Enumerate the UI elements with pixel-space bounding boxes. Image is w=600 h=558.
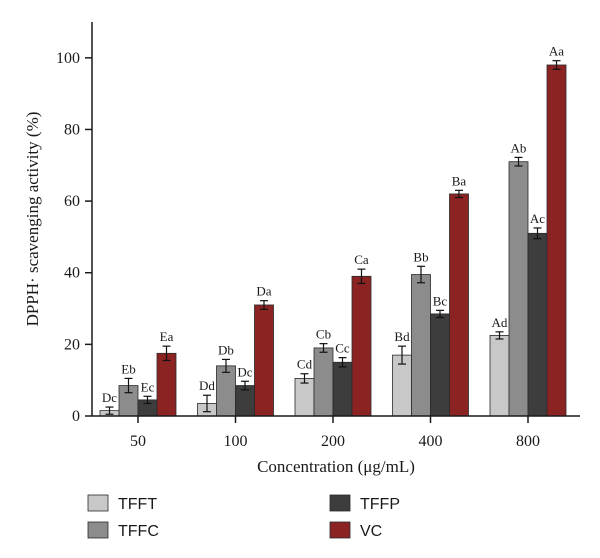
significance-label: Db xyxy=(218,342,234,357)
significance-label: Ec xyxy=(141,379,155,394)
y-axis-title: DPPH· scavenging activity (%) xyxy=(23,112,42,327)
bar-tfft-800 xyxy=(489,335,510,417)
legend-label-vc: VC xyxy=(360,523,382,540)
y-tick-label: 100 xyxy=(56,50,80,67)
significance-label: Eb xyxy=(121,361,135,376)
x-tick-label: 400 xyxy=(419,433,443,450)
y-tick-label: 0 xyxy=(72,408,80,425)
bars-layer xyxy=(99,64,567,417)
legend-swatch-tffc xyxy=(87,521,109,539)
significance-label: Ba xyxy=(452,173,467,188)
significance-label: Dc xyxy=(102,390,117,405)
significance-label: Bc xyxy=(433,293,448,308)
legend-label-tffp: TFFP xyxy=(360,496,400,513)
bar-tffc-100 xyxy=(216,365,236,417)
significance-label: Ca xyxy=(354,252,369,267)
x-ticks: 50 100 200 400 800 xyxy=(130,416,540,450)
bar-vc-800 xyxy=(546,64,567,417)
bar-vc-400 xyxy=(449,193,469,417)
x-tick-label: 200 xyxy=(321,433,345,450)
axes xyxy=(91,22,580,417)
x-axis-title: Concentration (μg/mL) xyxy=(257,457,415,476)
bar-tffp-800 xyxy=(527,232,548,417)
significance-label: Cd xyxy=(297,357,313,372)
bar-tffp-400 xyxy=(430,313,450,417)
x-tick-label: 100 xyxy=(224,433,248,450)
bar-tfft-200 xyxy=(294,377,315,417)
significance-label: Ea xyxy=(160,329,174,344)
bar-tffp-200 xyxy=(332,361,353,417)
bar-tffc-200 xyxy=(313,347,334,417)
significance-label: Aa xyxy=(549,44,564,59)
legend-swatch-vc xyxy=(329,521,351,539)
legend-label-tffc: TFFC xyxy=(118,523,159,540)
significance-label: Dc xyxy=(237,364,252,379)
significance-label: Ac xyxy=(530,211,545,226)
legend: TFFT TFFC TFFP VC xyxy=(87,494,400,540)
x-tick-label: 50 xyxy=(130,433,146,450)
significance-label: Ab xyxy=(511,140,527,155)
x-tick-label: 800 xyxy=(516,433,540,450)
bar-vc-200 xyxy=(351,275,372,417)
y-tick-label: 40 xyxy=(64,265,80,282)
significance-label: Dd xyxy=(199,378,215,393)
legend-swatch-tfft xyxy=(87,494,109,512)
significance-label: Da xyxy=(256,284,271,299)
bar-tffc-800 xyxy=(508,161,529,417)
significance-label: Cc xyxy=(335,341,350,356)
y-tick-label: 20 xyxy=(64,336,80,353)
y-tick-label: 60 xyxy=(64,193,80,210)
legend-label-tfft: TFFT xyxy=(118,496,157,513)
significance-label: Ad xyxy=(492,315,508,330)
bar-tffc-400 xyxy=(411,274,431,417)
bar-vc-50 xyxy=(156,352,177,417)
significance-label: Bb xyxy=(413,249,428,264)
significance-label: Bd xyxy=(394,329,410,344)
y-tick-label: 80 xyxy=(64,121,80,138)
y-ticks: 0 20 40 60 80 100 xyxy=(56,50,92,425)
legend-swatch-tffp xyxy=(329,494,351,512)
bar-vc-100 xyxy=(254,304,274,417)
significance-label: Cb xyxy=(316,327,331,342)
error-bars-layer xyxy=(105,60,561,415)
